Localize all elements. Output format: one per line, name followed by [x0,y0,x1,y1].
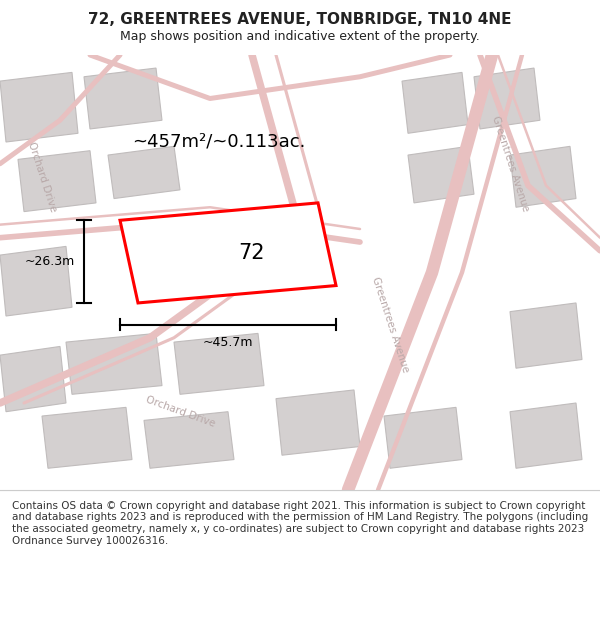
Polygon shape [408,146,474,203]
Polygon shape [510,146,576,208]
Polygon shape [108,146,180,199]
Text: Contains OS data © Crown copyright and database right 2021. This information is : Contains OS data © Crown copyright and d… [12,501,588,546]
Polygon shape [0,246,72,316]
Polygon shape [0,72,78,142]
Text: 72: 72 [239,243,265,263]
Polygon shape [144,412,234,468]
Text: ~26.3m: ~26.3m [25,255,75,268]
Polygon shape [18,151,96,212]
Text: Orchard Drive: Orchard Drive [144,394,216,429]
Polygon shape [66,333,162,394]
Polygon shape [276,390,360,455]
Polygon shape [510,403,582,468]
Polygon shape [84,68,162,129]
Polygon shape [384,408,462,468]
Polygon shape [510,303,582,368]
Polygon shape [0,346,66,412]
Text: ~457m²/~0.113ac.: ~457m²/~0.113ac. [132,133,305,151]
Polygon shape [174,333,264,394]
Text: Greentrees Avenue: Greentrees Avenue [370,276,410,374]
Text: Map shows position and indicative extent of the property.: Map shows position and indicative extent… [120,30,480,43]
Text: Greentrees Avenue: Greentrees Avenue [490,114,530,213]
Text: ~45.7m: ~45.7m [203,336,253,349]
Polygon shape [42,408,132,468]
Polygon shape [402,72,468,133]
Text: 72, GREENTREES AVENUE, TONBRIDGE, TN10 4NE: 72, GREENTREES AVENUE, TONBRIDGE, TN10 4… [88,12,512,27]
Polygon shape [120,203,336,303]
Text: Orchard Drive: Orchard Drive [26,141,58,213]
Polygon shape [474,68,540,129]
